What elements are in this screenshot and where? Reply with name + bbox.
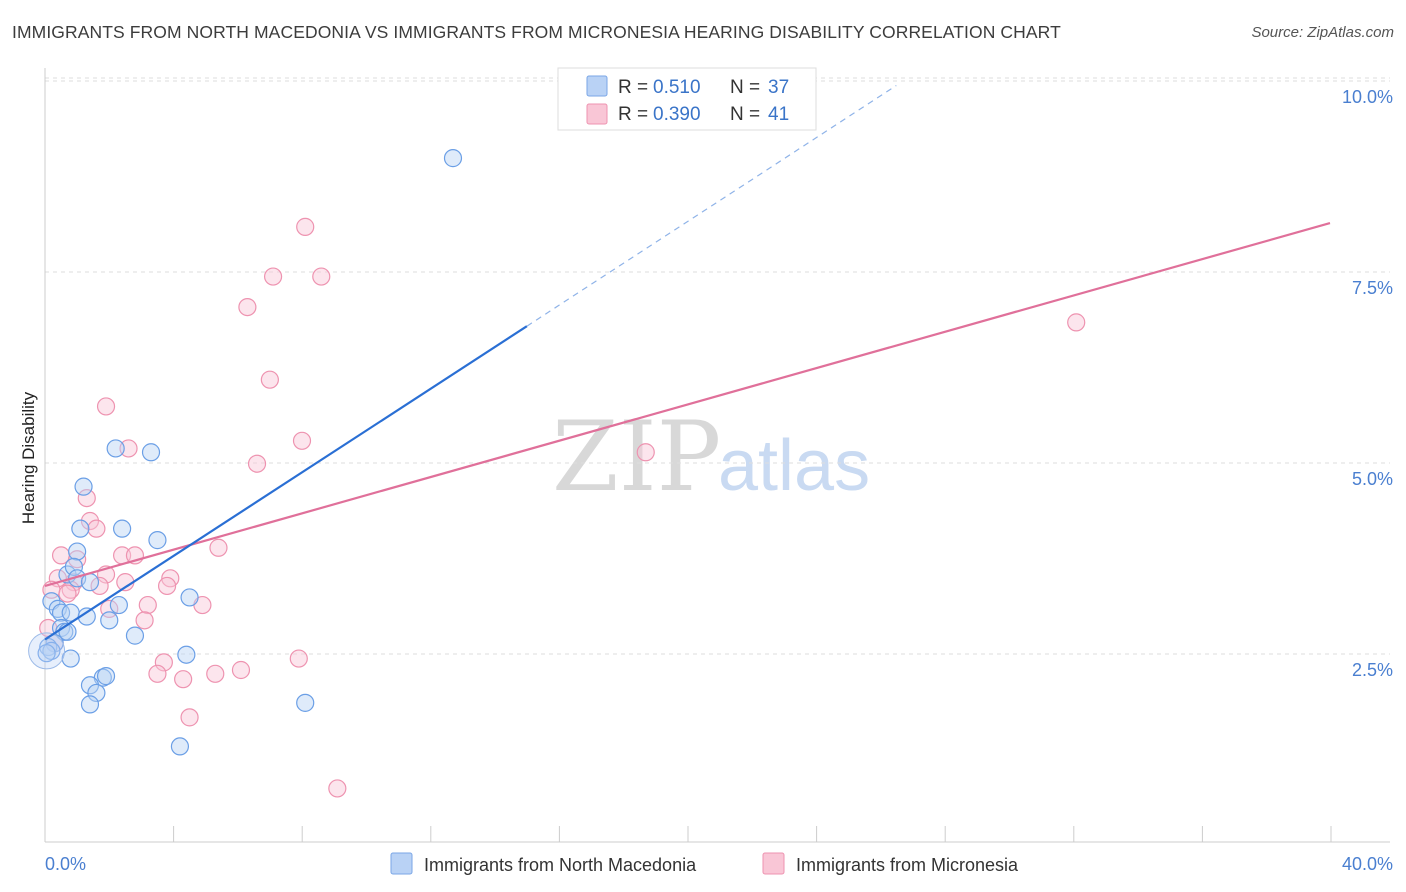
y-tick-label: 7.5% (1352, 278, 1393, 298)
y-tick-label: 10.0% (1342, 87, 1393, 107)
legend-r-value-2: 0.390 (653, 104, 701, 125)
legend-n-label-2: N = (730, 104, 760, 125)
legend-n-label-1: N = (730, 77, 760, 98)
scatter-point (77, 489, 96, 508)
trend-line-north-macedonia-extension (526, 85, 897, 327)
scatter-point (80, 676, 100, 695)
scatter-point (80, 511, 100, 531)
bottom-legend-swatch-north-macedonia (390, 852, 413, 875)
scatter-point (125, 626, 145, 645)
scatter-point (119, 439, 138, 458)
legend-n-value-2: 41 (768, 104, 789, 125)
watermark-atlas: atlas (718, 426, 870, 506)
scatter-point (96, 397, 116, 416)
source-credit: Source: ZipAtlas.com (1251, 24, 1394, 41)
legend-swatch-north-macedonia (586, 75, 608, 97)
scatter-point (289, 649, 308, 668)
scatter-point (58, 584, 77, 603)
y-tick-labels: 2.5% 5.0% 7.5% 10.0% (1342, 87, 1393, 680)
y-axis-label: Hearing Disability (19, 391, 38, 524)
scatter-point (247, 454, 267, 473)
x-tick-label-max: 40.0% (1342, 854, 1393, 874)
scatter-point (109, 595, 128, 615)
y-tick-label: 2.5% (1352, 660, 1393, 680)
scatter-point (296, 217, 315, 236)
scatter-point (292, 431, 312, 450)
scatter-point (170, 737, 190, 756)
scatter-point (206, 664, 225, 683)
scatter-point (296, 693, 315, 712)
y-tick-label: 5.0% (1352, 469, 1393, 489)
scatter-point (74, 477, 93, 496)
x-ticks (44, 826, 1332, 842)
scatter-point (312, 267, 331, 286)
gridlines (45, 77, 1390, 655)
scatter-point (90, 576, 109, 596)
scatter-point (154, 653, 173, 672)
legend-r-value-1: 0.510 (653, 77, 701, 98)
scatter-point (42, 641, 61, 661)
scatter-point (51, 603, 71, 622)
scatter-point (1067, 313, 1086, 332)
axes (44, 68, 1390, 843)
legend-r-label-1: R = (618, 77, 648, 98)
trend-line-north-macedonia (44, 325, 528, 641)
legend-swatch-micronesia (586, 103, 608, 125)
scatter-point (443, 149, 463, 168)
scatter-point (231, 660, 251, 680)
trend-lines (44, 85, 1331, 641)
scatter-point (100, 611, 119, 630)
legend: R = 0.510 N = 37 R = 0.390 N = 41 (557, 67, 817, 131)
series-micronesia-points (39, 217, 1086, 798)
scatter-point (106, 439, 125, 458)
bottom-legend-label-north-macedonia: Immigrants from North Macedonia (424, 855, 697, 875)
scatter-point (177, 645, 196, 664)
scatter-point (180, 588, 199, 607)
scatter-point (80, 695, 100, 714)
scatter-point (138, 595, 157, 615)
scatter-point (260, 370, 279, 389)
scatter-point (87, 519, 106, 538)
legend-r-label-2: R = (618, 104, 648, 125)
scatter-point (68, 542, 87, 561)
scatter-point (37, 644, 56, 663)
scatter-point (135, 611, 154, 630)
scatter-point (96, 667, 116, 686)
scatter-point (64, 557, 84, 576)
scatter-point (61, 649, 80, 668)
scatter-point (148, 664, 167, 683)
scatter-point (636, 443, 655, 462)
scatter-point (238, 298, 257, 317)
scatter-point (112, 519, 132, 538)
bottom-legend-label-micronesia: Immigrants from Micronesia (796, 855, 1019, 875)
bottom-legend-swatch-micronesia (762, 852, 785, 875)
bottom-legend: Immigrants from North Macedonia Immigran… (390, 852, 1019, 875)
scatter-point (263, 267, 283, 286)
scatter-point (87, 683, 106, 703)
scatter-point (141, 443, 161, 462)
scatter-point (157, 576, 177, 596)
x-tick-label-min: 0.0% (45, 854, 86, 874)
trend-line-micronesia (44, 222, 1331, 588)
scatter-point (174, 670, 193, 689)
legend-n-value-1: 37 (768, 77, 789, 98)
scatter-point (328, 779, 347, 798)
scatter-point (148, 531, 167, 550)
scatter-point-large (28, 632, 66, 670)
chart-title: IMMIGRANTS FROM NORTH MACEDONIA VS IMMIG… (12, 22, 1061, 42)
scatter-point (209, 538, 228, 557)
scatter-point (80, 573, 100, 592)
scatter-point (180, 708, 199, 727)
scatter-point (71, 519, 90, 538)
